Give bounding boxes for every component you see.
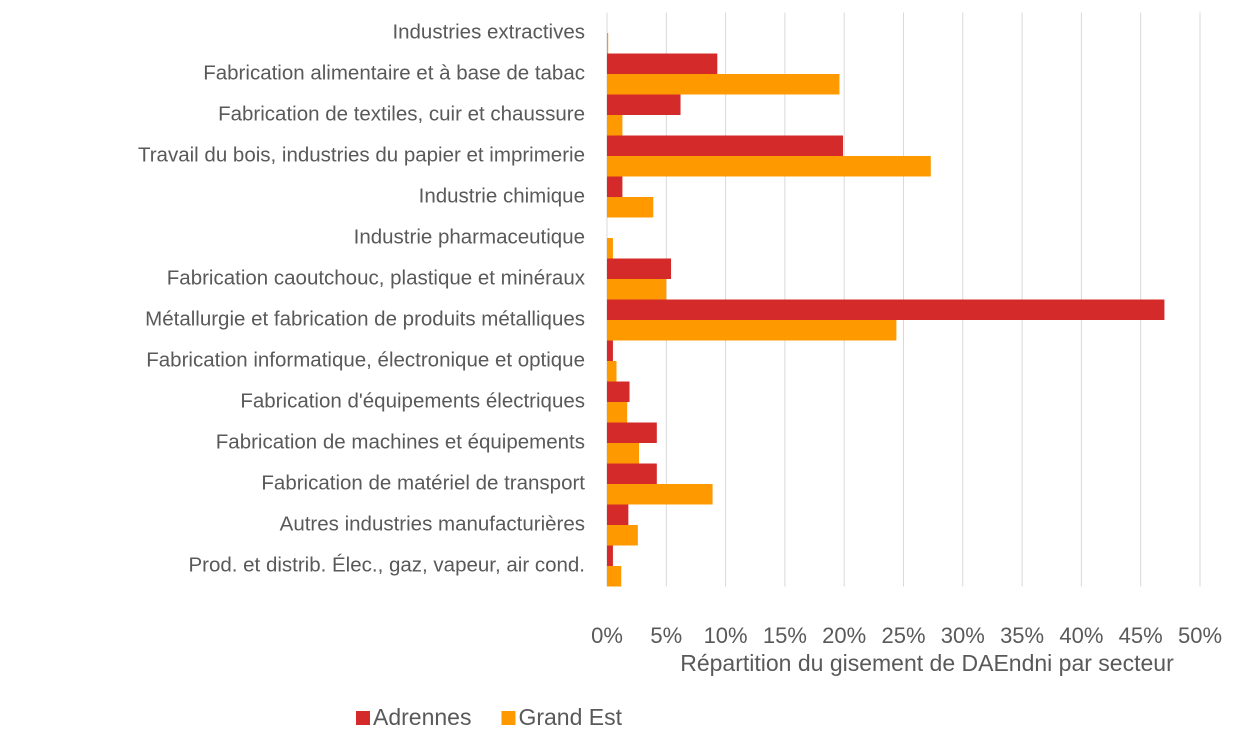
bar (607, 94, 681, 115)
bar (607, 320, 897, 341)
y-tick-label: Fabrication caoutchouc, plastique et min… (167, 266, 586, 289)
y-tick-label: Fabrication d'équipements électriques (240, 389, 585, 412)
x-tick-label: 30% (941, 623, 985, 648)
y-tick-label: Fabrication de machines et équipements (216, 430, 585, 453)
x-tick-label: 0% (591, 623, 623, 648)
y-tick-label: Fabrication de matériel de transport (261, 471, 585, 494)
x-tick-label: 10% (704, 623, 748, 648)
bar (607, 33, 609, 54)
bar (607, 197, 654, 218)
bar (607, 566, 622, 587)
bar (607, 402, 628, 423)
y-tick-label: Autres industries manufacturières (280, 512, 585, 535)
bar (607, 74, 840, 95)
bar (607, 361, 617, 382)
bar (607, 484, 713, 505)
bar (607, 115, 623, 136)
x-tick-label: 25% (881, 623, 925, 648)
x-tick-label: 5% (650, 623, 682, 648)
x-tick-label: 35% (1000, 623, 1044, 648)
legend-label: Adrennes (373, 704, 471, 730)
y-tick-label: Travail du bois, industries du papier et… (138, 143, 585, 166)
bar (607, 463, 657, 484)
x-tick-label: 40% (1059, 623, 1103, 648)
bar (607, 258, 672, 279)
legend-label: Grand Est (518, 704, 622, 730)
bar (607, 525, 638, 546)
bar (607, 238, 613, 259)
bar (607, 340, 613, 361)
bar (607, 422, 657, 443)
bar (607, 381, 630, 402)
bar (607, 504, 629, 525)
y-tick-label: Fabrication de textiles, cuir et chaussu… (218, 102, 585, 125)
x-tick-label: 15% (763, 623, 807, 648)
y-tick-label: Métallurgie et fabrication de produits m… (145, 307, 585, 330)
bar (607, 135, 844, 156)
bar (607, 176, 623, 197)
bar (607, 443, 640, 464)
y-tick-label: Fabrication alimentaire et à base de tab… (203, 61, 585, 84)
x-tick-label: 50% (1178, 623, 1222, 648)
bar (607, 53, 718, 74)
y-tick-label: Industrie chimique (419, 184, 585, 207)
x-tick-label: 45% (1119, 623, 1163, 648)
legend-swatch (356, 711, 370, 725)
bar (607, 299, 1165, 320)
bar (607, 156, 931, 177)
bar (607, 279, 667, 300)
x-tick-label: 20% (822, 623, 866, 648)
y-tick-label: Prod. et distrib. Élec., gaz, vapeur, ai… (188, 553, 585, 576)
legend-swatch (501, 711, 516, 725)
x-axis-title: Répartition du gisement de DAEndni par s… (680, 650, 1174, 676)
y-tick-label: Fabrication informatique, électronique e… (146, 348, 585, 371)
y-tick-label: Industries extractives (392, 20, 585, 43)
y-tick-label: Industrie pharmaceutique (354, 225, 585, 248)
bar (607, 545, 613, 566)
